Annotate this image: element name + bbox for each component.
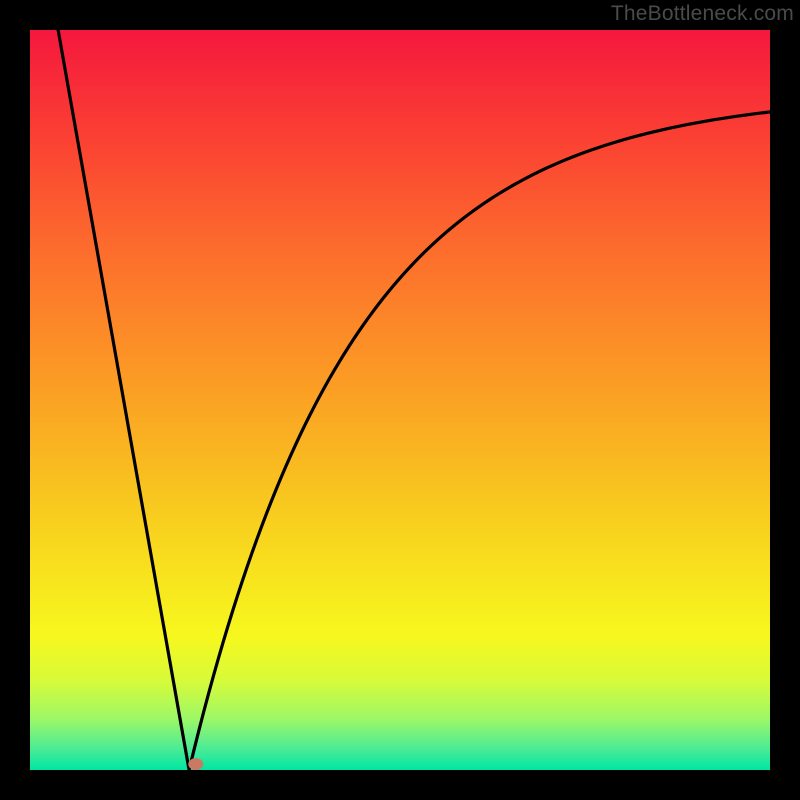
- chart-stage: TheBottleneck.com: [0, 0, 800, 800]
- curve-left-branch: [58, 30, 189, 770]
- min-point-marker: [189, 759, 203, 770]
- watermark-text: TheBottleneck.com: [611, 2, 794, 26]
- bottleneck-curve: [0, 0, 800, 800]
- curve-right-branch: [189, 112, 770, 770]
